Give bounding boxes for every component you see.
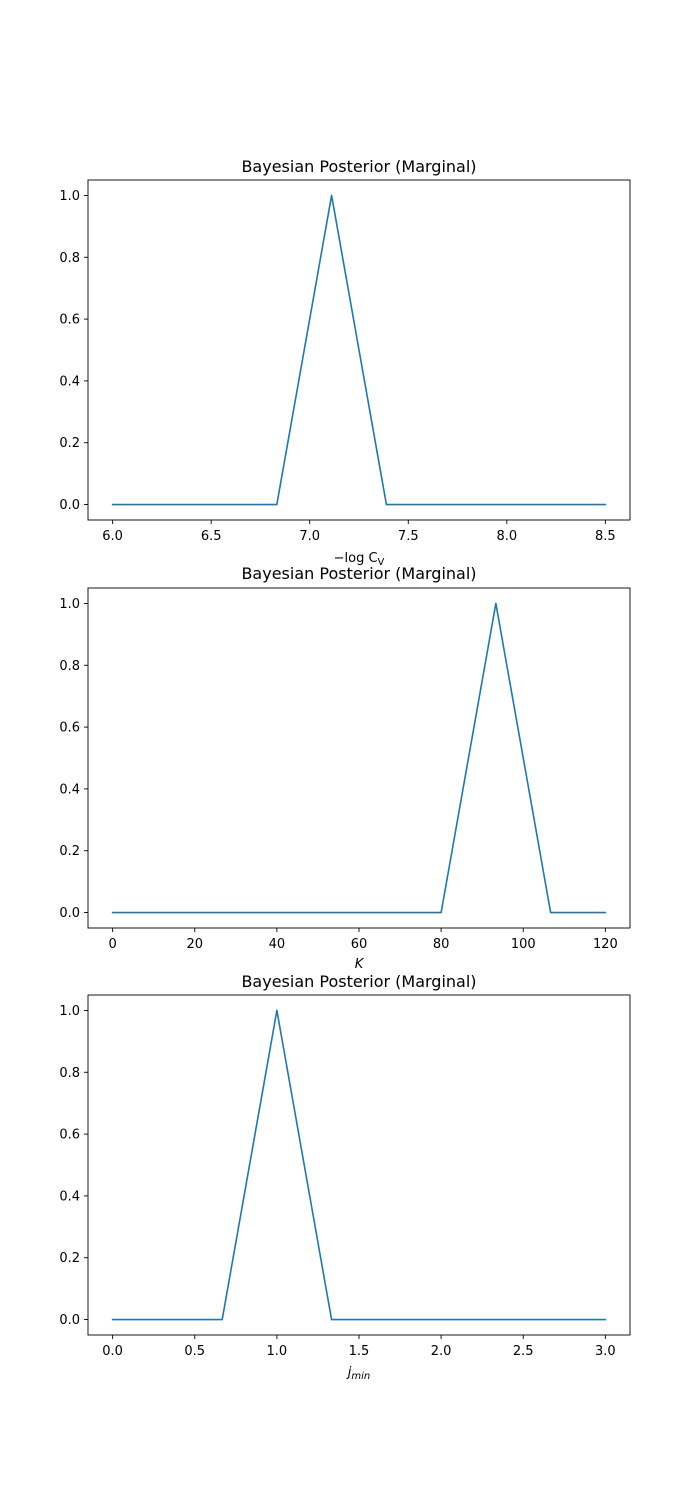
axes-frame — [87, 179, 631, 521]
plot-area: 6.0 6.5 7.0 7.5 8.0 8.5 0.0 0.2 0.4 0.6 0.8 1.0 — [59, 179, 631, 544]
y-tick-label: 0.0 — [59, 906, 80, 921]
y-tick-label: 0.8 — [59, 659, 80, 674]
x-tick-label: 8.5 — [595, 529, 616, 544]
x-tick-label: 3.0 — [595, 1344, 616, 1359]
x-tick-label: 120 — [593, 937, 618, 952]
series-line-0 — [111, 194, 607, 506]
plot-area: 0.0 0.5 1.0 1.5 2.0 2.5 3.0 0.0 0.2 0.4 0.6 0.8 1.0 — [59, 994, 631, 1359]
chart-jmin-posterior: Bayesian Posterior (Marginal) 0.0 0.5 1.0 1… — [59, 972, 631, 1382]
series-line-0 — [111, 1009, 607, 1321]
y-tick-label: 1.0 — [59, 189, 80, 204]
x-tick-label: 6.0 — [102, 529, 123, 544]
y-tick-label: 0.4 — [59, 782, 80, 797]
series-line-0 — [111, 602, 607, 914]
x-tick-label: 7.5 — [398, 529, 419, 544]
x-tick-label: 20 — [186, 937, 203, 952]
y-tick-label: 0.2 — [59, 1251, 80, 1266]
y-tick-label: 0.2 — [59, 436, 80, 451]
x-tick-label: 0.0 — [102, 1344, 123, 1359]
x-tick-label: 2.0 — [431, 1344, 452, 1359]
y-tick-label: 0.0 — [59, 1313, 80, 1328]
chart-title: Bayesian Posterior (Marginal) — [241, 972, 476, 991]
y-tick-label: 0.0 — [59, 498, 80, 513]
y-tick-label: 0.4 — [59, 374, 80, 389]
y-tick-label: 0.8 — [59, 251, 80, 266]
x-tick-label: 8.0 — [496, 529, 517, 544]
y-tick-label: 0.2 — [59, 844, 80, 859]
plot-area: 0 20 40 60 80 100 120 0.0 0.2 0.4 0.6 0.8 1.0 — [59, 587, 631, 952]
y-tick-label: 0.6 — [59, 313, 80, 328]
x-tick-label: 0.5 — [184, 1344, 205, 1359]
x-tick-label: 80 — [433, 937, 450, 952]
x-tick-label: 7.0 — [299, 529, 320, 544]
x-axis-label: −log CV — [334, 551, 385, 568]
chart-cv-posterior: Bayesian Posterior (Marginal) 6.0 6.5 7.0 7… — [59, 157, 631, 568]
x-tick-label: 2.5 — [513, 1344, 534, 1359]
x-tick-label: 6.5 — [201, 529, 222, 544]
chart-title: Bayesian Posterior (Marginal) — [241, 564, 476, 583]
x-tick-label: 1.0 — [267, 1344, 288, 1359]
x-tick-label: 40 — [269, 937, 286, 952]
x-tick-label: 100 — [511, 937, 536, 952]
x-axis-label: K — [355, 957, 365, 972]
chart-k-posterior: Bayesian Posterior (Marginal) 0 20 40 60 80 1… — [59, 564, 631, 972]
y-tick-label: 0.4 — [59, 1189, 80, 1204]
y-tick-label: 0.6 — [59, 721, 80, 736]
y-tick-label: 1.0 — [59, 597, 80, 612]
x-tick-label: 0 — [108, 937, 116, 952]
chart-title: Bayesian Posterior (Marginal) — [241, 157, 476, 176]
x-tick-label: 1.5 — [349, 1344, 370, 1359]
x-tick-label: 60 — [351, 937, 368, 952]
y-tick-label: 0.8 — [59, 1066, 80, 1081]
x-axis-label: jmin — [346, 1365, 370, 1382]
y-tick-label: 1.0 — [59, 1004, 80, 1019]
y-tick-label: 0.6 — [59, 1128, 80, 1143]
